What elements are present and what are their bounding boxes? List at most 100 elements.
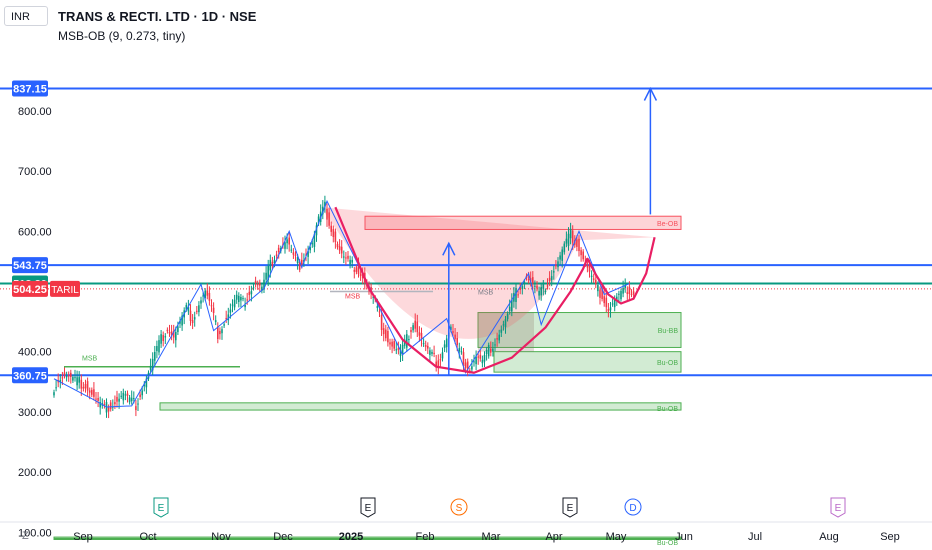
y-tick-label: 200.00 bbox=[18, 467, 52, 479]
candle-body bbox=[250, 291, 253, 295]
candle-body bbox=[63, 372, 66, 376]
earnings-icon[interactable] bbox=[360, 497, 376, 518]
candle-body bbox=[91, 389, 93, 395]
candle-body bbox=[605, 297, 608, 308]
x-tick-label: Sep bbox=[880, 531, 900, 543]
candle-body bbox=[427, 345, 429, 349]
candle-body bbox=[424, 344, 427, 347]
candle-body bbox=[349, 259, 351, 265]
earnings-icon[interactable] bbox=[153, 497, 169, 518]
candle-body bbox=[170, 331, 173, 336]
candle-body bbox=[498, 334, 500, 341]
scale-mode-button[interactable]: Z bbox=[22, 530, 29, 542]
candle-body bbox=[164, 336, 167, 338]
candle-body bbox=[284, 242, 286, 249]
candle-body bbox=[485, 349, 488, 354]
candle-body bbox=[217, 326, 219, 340]
candle-body bbox=[118, 398, 120, 402]
candle-body bbox=[479, 354, 482, 359]
candle-body bbox=[70, 372, 72, 377]
candle-body bbox=[189, 310, 192, 321]
candle-body bbox=[458, 348, 461, 352]
zigzag-line bbox=[53, 199, 630, 408]
order-block-zone bbox=[477, 312, 682, 348]
candle-body bbox=[252, 287, 255, 289]
candle-body bbox=[532, 277, 534, 284]
candle-body bbox=[622, 287, 624, 294]
candle-body bbox=[271, 261, 274, 266]
candle-body bbox=[246, 299, 248, 301]
candle-body bbox=[145, 378, 148, 388]
candle-body bbox=[613, 299, 616, 308]
candle-body bbox=[511, 299, 513, 312]
candle-body bbox=[292, 252, 295, 255]
candle-body bbox=[471, 366, 473, 370]
candle-body bbox=[521, 286, 524, 290]
candle-body bbox=[324, 201, 326, 207]
candle-body bbox=[141, 390, 143, 396]
price-tag-label: 360.75 bbox=[13, 370, 47, 382]
candle-body bbox=[397, 348, 400, 350]
candle-body bbox=[389, 342, 391, 345]
candle-body bbox=[273, 259, 276, 264]
candle-body bbox=[378, 311, 381, 313]
candle-body bbox=[301, 259, 303, 265]
handle-curve bbox=[586, 237, 656, 305]
order-block-zone bbox=[159, 402, 682, 411]
dividend-icon[interactable] bbox=[624, 498, 642, 516]
earnings-icon[interactable] bbox=[562, 497, 578, 518]
candles bbox=[53, 195, 635, 419]
candle-body bbox=[210, 305, 213, 307]
split-icon[interactable] bbox=[450, 498, 468, 516]
currency-selector[interactable]: INR bbox=[4, 6, 48, 26]
candle-body bbox=[412, 325, 414, 331]
candle-body bbox=[506, 313, 509, 320]
candle-body bbox=[208, 292, 211, 301]
candle-body bbox=[135, 406, 137, 411]
candle-body bbox=[244, 304, 246, 308]
candle-body bbox=[603, 296, 605, 304]
candle-body bbox=[198, 305, 200, 313]
candle-body bbox=[542, 283, 545, 289]
candle-body bbox=[193, 317, 196, 320]
event-letter: E bbox=[158, 503, 165, 514]
y-tick-label: 600.00 bbox=[18, 226, 52, 238]
candle-body bbox=[620, 290, 622, 300]
msb-marker: MSB bbox=[345, 294, 361, 301]
candle-body bbox=[181, 315, 183, 326]
candle-body bbox=[179, 320, 181, 324]
candle-body bbox=[353, 269, 356, 272]
candle-body bbox=[166, 329, 169, 332]
symbol-tag bbox=[50, 280, 80, 297]
candle-body bbox=[229, 309, 232, 313]
symbol-tag-label: TARIL bbox=[51, 285, 79, 296]
indicator-label[interactable]: MSB-OB (9, 0.273, tiny) bbox=[58, 29, 186, 43]
candle-body bbox=[185, 305, 188, 310]
price-tag bbox=[12, 80, 48, 97]
candle-body bbox=[609, 307, 612, 311]
candle-body bbox=[429, 350, 431, 355]
candle-body bbox=[315, 225, 318, 236]
candle-body bbox=[160, 334, 162, 344]
msb-marker: MSB bbox=[478, 289, 494, 296]
x-tick-label: Oct bbox=[139, 531, 156, 543]
candle-body bbox=[137, 403, 139, 405]
candle-body bbox=[286, 239, 288, 244]
y-tick-label: 800.00 bbox=[18, 106, 52, 118]
candle-body bbox=[597, 285, 599, 292]
candle-body bbox=[399, 350, 402, 356]
candle-body bbox=[168, 332, 171, 334]
candle-body bbox=[420, 333, 423, 340]
candle-body bbox=[298, 261, 301, 270]
candle-body bbox=[196, 310, 198, 312]
candle-body bbox=[172, 330, 175, 338]
x-tick-label: Jul bbox=[748, 531, 762, 543]
candle-body bbox=[473, 361, 475, 363]
earnings-icon[interactable] bbox=[830, 497, 846, 518]
candle-body bbox=[395, 349, 398, 351]
candle-body bbox=[401, 344, 404, 354]
candle-body bbox=[233, 299, 236, 308]
candle-body bbox=[611, 303, 614, 305]
candle-body bbox=[624, 285, 626, 288]
